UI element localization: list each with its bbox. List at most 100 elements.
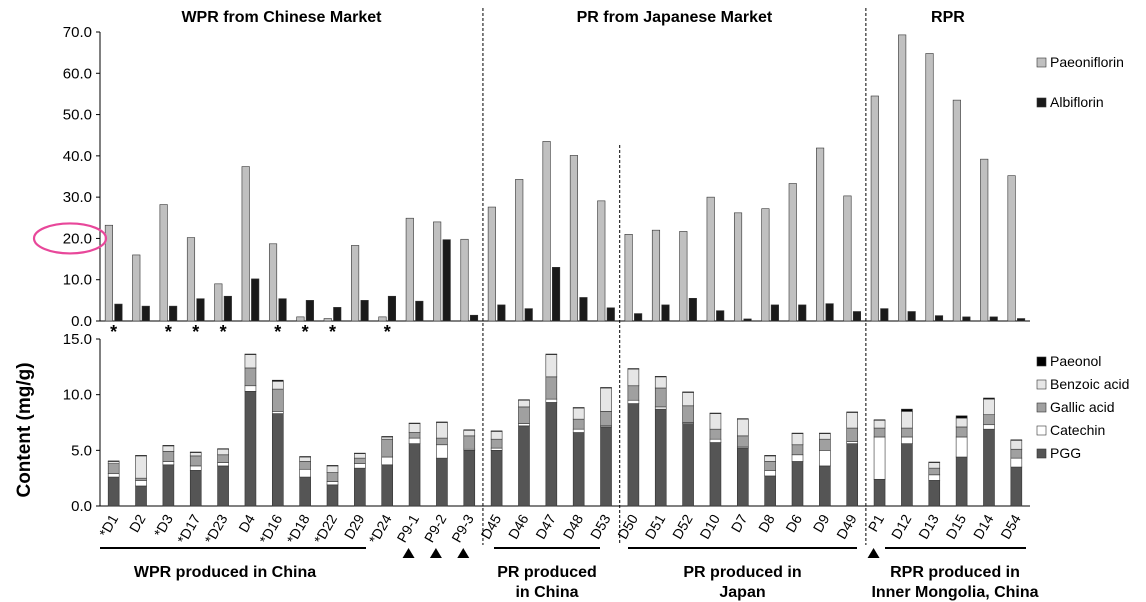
stack-benzoic-acid-d46 (518, 399, 530, 408)
stack-benzoic-acid-d8 (764, 455, 776, 462)
stack-pgg-d48 (572, 432, 585, 507)
stack-catechin-d13 (928, 474, 941, 481)
bar-paeoniflorin-d4 (241, 166, 250, 322)
category-label: D14 (970, 511, 997, 541)
category-label: D47 (532, 511, 559, 541)
bar-albiflorin-d4 (251, 278, 260, 322)
stack-pgg-p9-2 (436, 457, 448, 507)
legend-label: Gallic acid (1050, 399, 1115, 415)
stack-gallic-acid-d23 (217, 454, 229, 463)
stack-paeonol-d49 (846, 411, 859, 413)
bar-albiflorin-d3 (169, 305, 178, 322)
stack-catechin-d49 (846, 441, 859, 444)
stack-catechin-d48 (572, 428, 585, 433)
stack-gallic-acid-d49 (846, 427, 859, 442)
stack-benzoic-acid-d7 (736, 418, 749, 437)
bar-paeoniflorin-d8 (761, 208, 770, 322)
bar-paeoniflorin-d45 (487, 206, 496, 322)
stack-benzoic-acid-d54 (1010, 440, 1023, 450)
stack-pgg-d24 (381, 464, 394, 507)
category-label: P9-1 (394, 511, 423, 545)
stack-paeonol-d54 (1010, 439, 1023, 441)
bar-paeoniflorin-d51 (651, 229, 661, 322)
stack-benzoic-acid-d17 (189, 452, 202, 457)
stack-catechin-d1 (107, 473, 120, 478)
stack-benzoic-acid-d29 (354, 453, 366, 459)
stack-gallic-acid-p9-3 (463, 435, 476, 450)
bar-albiflorin-d16 (278, 298, 287, 322)
category-label: P9-2 (421, 511, 450, 545)
bar-albiflorin-p9-3 (469, 314, 479, 322)
stack-pgg-d6 (791, 461, 804, 507)
stack-catechin-d15 (955, 436, 968, 458)
bar-albiflorin-d18 (305, 300, 314, 322)
stack-paeonol-d29 (354, 452, 366, 454)
stack-benzoic-acid-p1 (873, 419, 886, 429)
category-label: D13 (915, 511, 942, 541)
bar-albiflorin-d13 (934, 315, 944, 322)
stack-catechin-d9 (819, 450, 831, 467)
bar-paeoniflorin-d1 (104, 224, 113, 322)
bar-albiflorin-d8 (770, 304, 779, 322)
legend-swatch (1036, 57, 1047, 68)
bar-paeoniflorin-d24 (378, 316, 387, 322)
bar-paeoniflorin-p9-2 (433, 221, 442, 322)
stack-gallic-acid-d3 (162, 451, 175, 462)
bar-albiflorin-p9-1 (415, 300, 424, 322)
stack-pgg-d46 (518, 425, 530, 507)
stack-paeonol-d47 (545, 353, 558, 355)
category-label: D9 (810, 511, 833, 535)
category-label: D12 (888, 511, 915, 541)
stack-paeonol-d10 (709, 412, 722, 414)
category-label: D8 (755, 511, 778, 535)
section-title: RPR (931, 9, 965, 26)
stack-catechin-d10 (709, 438, 722, 443)
legend-swatch (1036, 448, 1047, 459)
category-label: D4 (235, 511, 258, 535)
bar-albiflorin-d45 (497, 304, 506, 322)
section-title: WPR from Chinese Market (181, 9, 382, 26)
stack-pgg-d15 (955, 456, 968, 507)
bar-paeoniflorin-p1 (870, 95, 879, 322)
stack-pgg-d13 (928, 480, 941, 507)
stack-gallic-acid-d6 (791, 444, 804, 456)
stack-benzoic-acid-d16 (271, 381, 284, 390)
stack-catechin-d46 (518, 423, 530, 427)
stack-catechin-d54 (1010, 457, 1023, 468)
stack-paeonol-d18 (299, 456, 311, 458)
stack-catechin-d47 (545, 398, 558, 403)
stack-gallic-acid-d12 (901, 427, 913, 438)
stack-gallic-acid-d4 (244, 367, 257, 387)
category-label: D6 (782, 511, 805, 535)
category-label: P1 (865, 511, 888, 534)
group-label: PR produced (497, 564, 597, 581)
stack-catechin-d8 (764, 470, 776, 477)
bar-paeoniflorin-d10 (706, 196, 715, 322)
stack-benzoic-acid-d6 (791, 433, 804, 446)
stack-catechin-d6 (791, 454, 804, 462)
stack-gallic-acid-d7 (736, 435, 749, 448)
stack-gallic-acid-d54 (1010, 448, 1023, 459)
bar-paeoniflorin-d54 (1007, 175, 1016, 322)
stack-paeonol-d15 (955, 415, 968, 419)
category-label: D49 (833, 511, 860, 541)
bar-albiflorin-d2 (141, 305, 150, 322)
stack-benzoic-acid-d51 (654, 376, 667, 389)
bar-albiflorin-d15 (962, 316, 971, 322)
asterisk-marker: * (384, 322, 391, 342)
category-label: P9-3 (448, 511, 477, 545)
stack-paeonol-d24 (381, 436, 394, 438)
category-label: *D1 (96, 511, 122, 539)
stack-paeonol-d51 (654, 375, 667, 378)
top-y-tick-label: 50.0 (63, 107, 92, 124)
bar-paeoniflorin-d49 (843, 195, 852, 322)
bottom-y-tick-label: 5.0 (71, 442, 92, 459)
stack-gallic-acid-d53 (600, 411, 612, 427)
stack-pgg-d54 (1010, 466, 1023, 507)
stack-benzoic-acid-d3 (162, 445, 175, 452)
bar-albiflorin-p1 (880, 308, 889, 322)
stack-pgg-p1 (873, 478, 886, 507)
category-label: D2 (126, 511, 149, 535)
highlight-ellipse (32, 222, 108, 255)
